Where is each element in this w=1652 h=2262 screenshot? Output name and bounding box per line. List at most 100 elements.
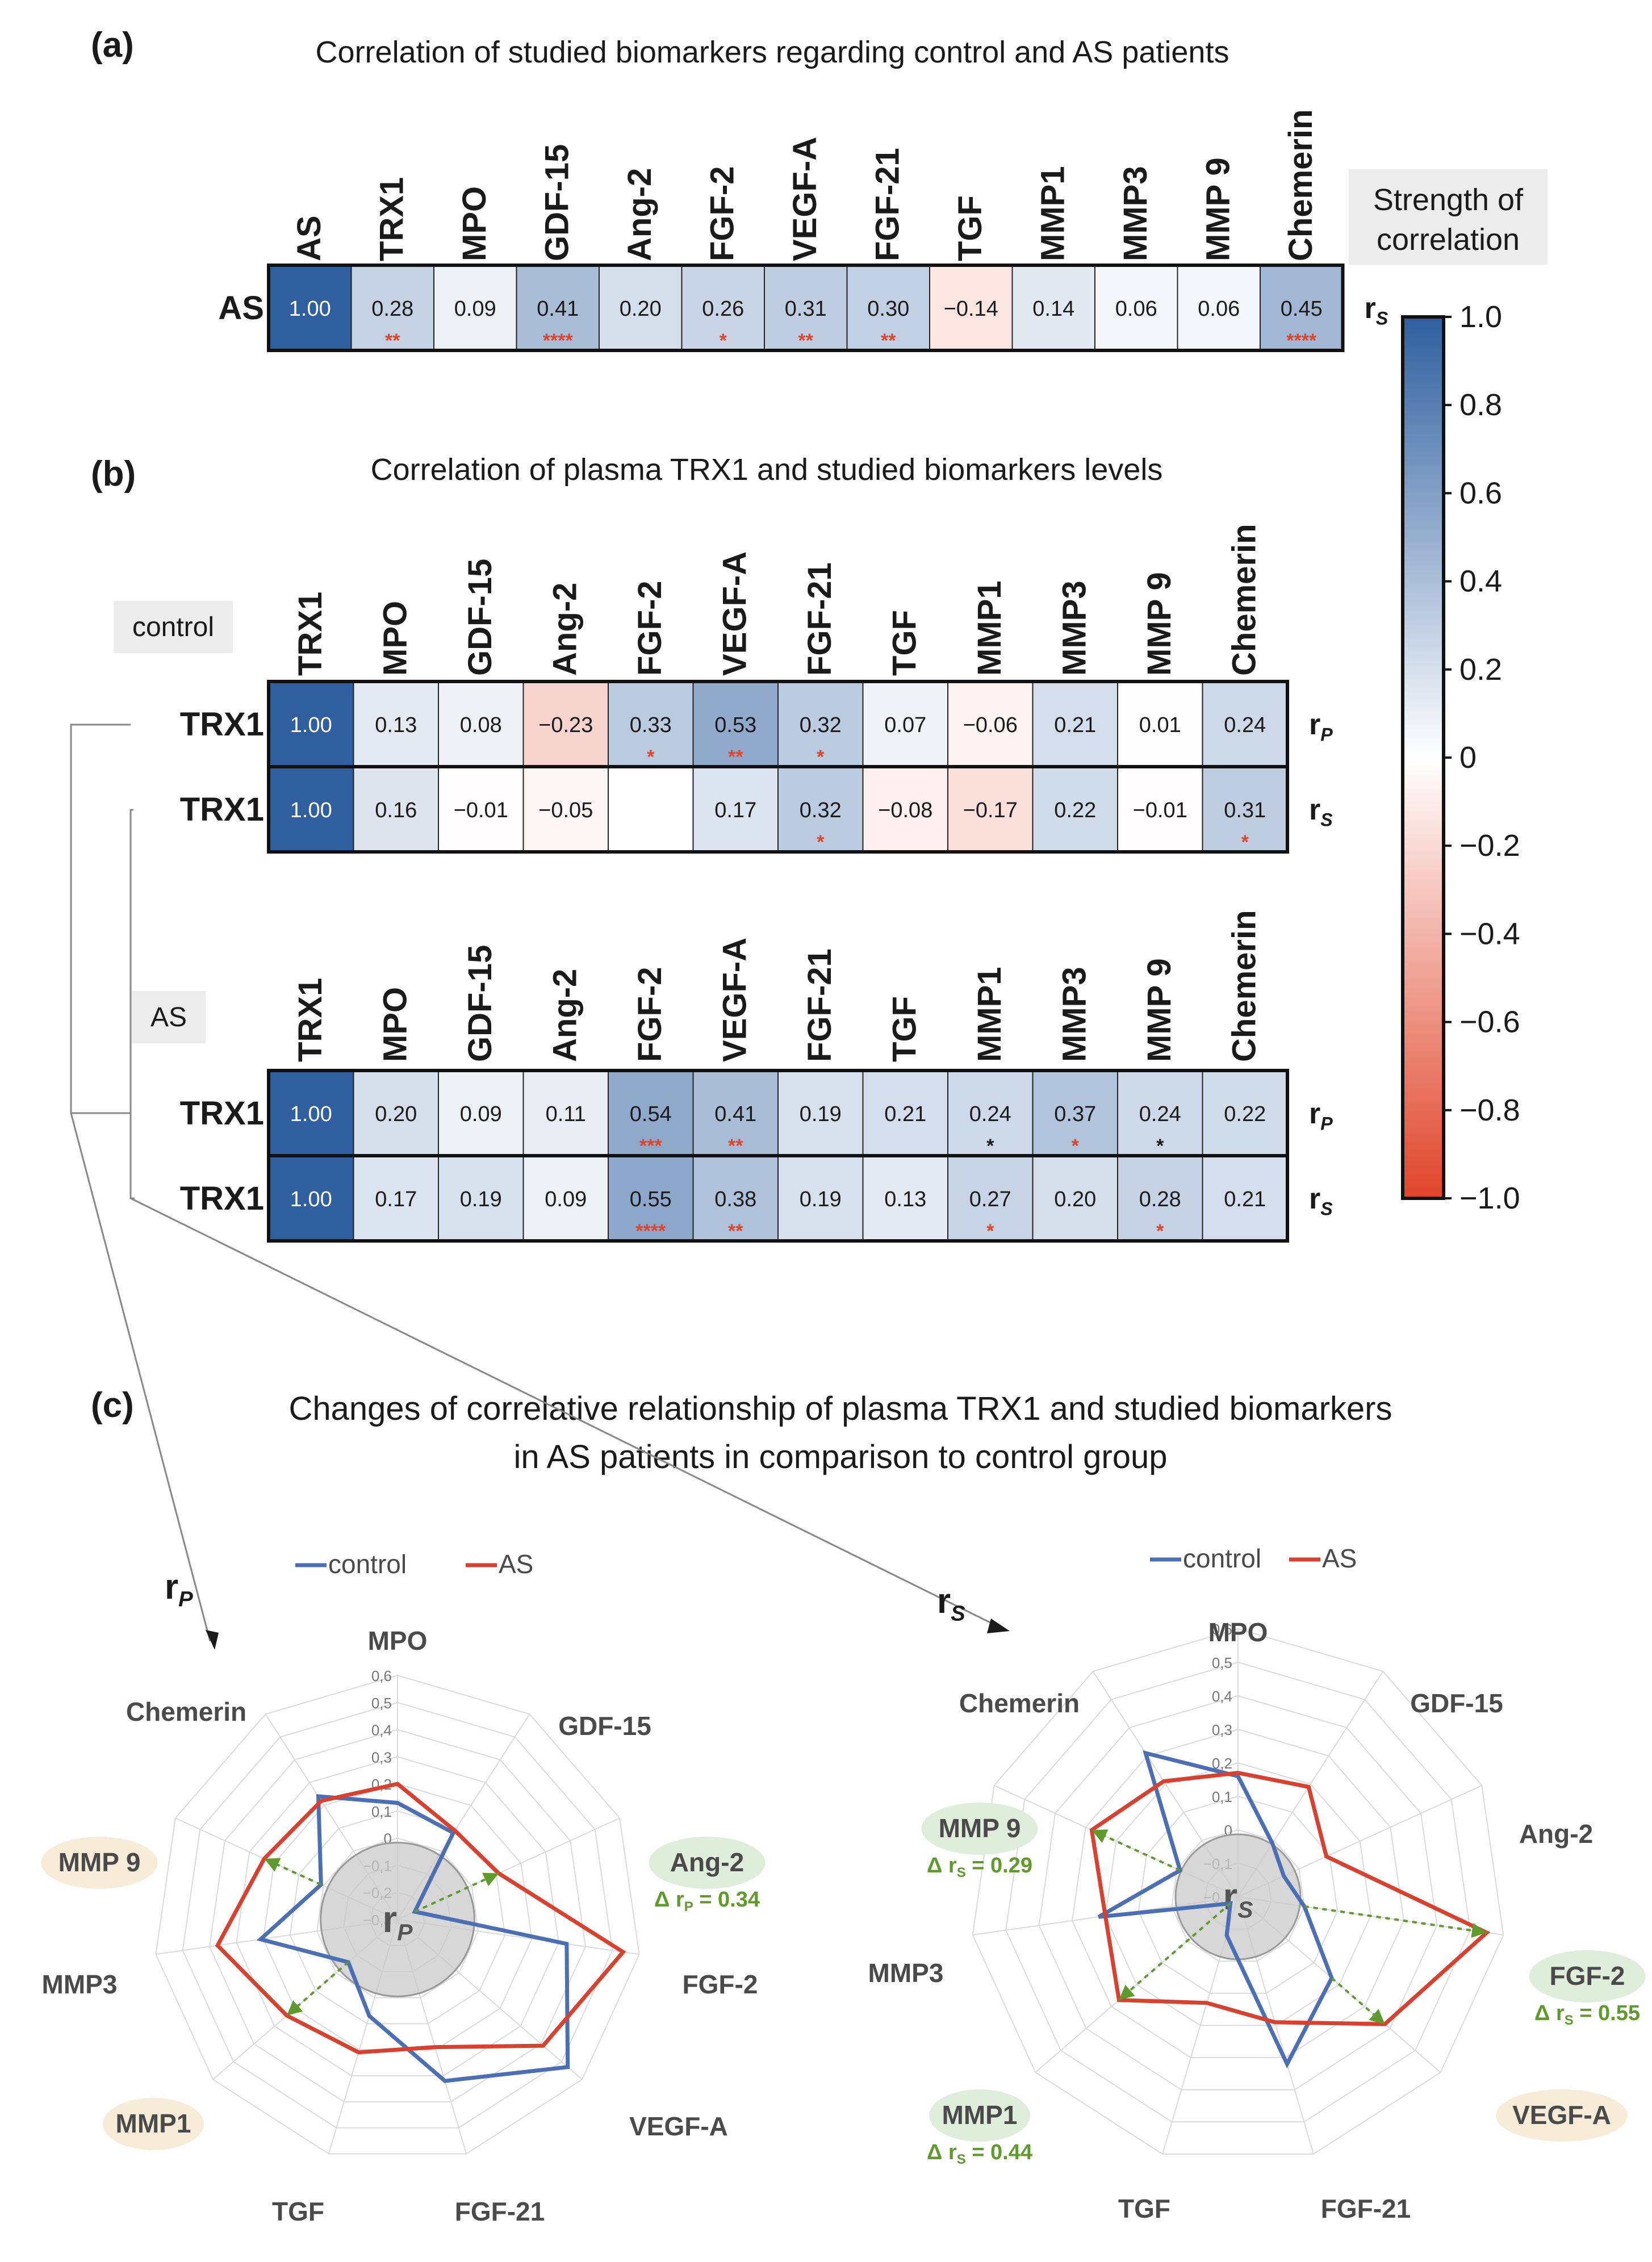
- column-header-as: AS: [291, 215, 328, 261]
- heatmap-cell: [608, 766, 694, 852]
- delta-arrow-fgf-2: [1304, 1905, 1487, 1934]
- radar-stat-heading-rp-sub: P: [178, 1587, 193, 1612]
- row-label-trx1: TRX1: [180, 791, 264, 828]
- radar-tick-label: 0,6: [1212, 1621, 1232, 1638]
- column-header-mmp1: MMP1: [971, 580, 1008, 676]
- cell-value: −0.06: [963, 713, 1018, 737]
- radar-tick-label: 0,1: [371, 1803, 392, 1820]
- cell-value: 1.00: [289, 297, 331, 321]
- delta-value: = 0.34: [693, 1888, 760, 1912]
- heatmap-row-border: [267, 765, 1289, 854]
- cell-value: 0.20: [1054, 1188, 1096, 1211]
- cell-value: 0.32: [800, 713, 842, 737]
- cell-value: 0.45: [1281, 297, 1323, 321]
- radar-series-as: [1089, 1771, 1491, 2026]
- delta-arrow-ang-2: [414, 1872, 500, 1913]
- cell-value: 0.19: [800, 1102, 842, 1126]
- cell-value: 0.21: [1054, 713, 1096, 737]
- cell-value: 0.17: [714, 798, 756, 822]
- column-header-ang-2: Ang-2: [546, 583, 583, 676]
- heatmap-cell: [599, 265, 683, 351]
- radar-grid-ring: [236, 1756, 559, 2077]
- heatmap-cell: [1011, 265, 1095, 351]
- colorbar-tick-label: 0.2: [1459, 653, 1502, 687]
- cell-value: 0.41: [714, 1102, 756, 1126]
- row-stat-label-rs-main: r: [1365, 292, 1376, 325]
- row-stat-label-rs: rS: [1309, 793, 1333, 830]
- axis-highlight-mmp-9: [921, 1803, 1038, 1855]
- cell-value: 0.07: [884, 713, 926, 737]
- column-header-trx1: TRX1: [292, 978, 329, 1062]
- heatmap-cell: [350, 265, 434, 351]
- radar-tick-label: 0,1: [1212, 1788, 1232, 1805]
- cell-value: 1.00: [290, 713, 332, 737]
- significance-stars: **: [881, 330, 896, 352]
- delta-annotation-mmp1: Δ rS = 0.44: [927, 2140, 1032, 2167]
- radar-tick-label: 0,5: [1212, 1654, 1232, 1671]
- significance-stars: **: [728, 1220, 743, 1242]
- significance-stars: *: [817, 746, 825, 768]
- cell-value: 0.53: [714, 713, 756, 737]
- radar-grid-ring: [1005, 1661, 1471, 2123]
- delta-arrow-mmp1: [1118, 1903, 1231, 2001]
- delta-annotation-fgf-2: Δ rS = 0.55: [1534, 2001, 1640, 2028]
- axis-highlight-fgf-2: [1529, 1950, 1646, 2002]
- heatmap-cell: [1117, 1155, 1203, 1241]
- colorbar-tick-label: −0.4: [1459, 917, 1520, 951]
- radar-axis-label-vegf-a: VEGF-A: [629, 2112, 728, 2141]
- delta-sub: S: [957, 2152, 966, 2167]
- radar-axis-label-fgf-21: FGF-21: [455, 2197, 545, 2226]
- row-stat-label-rs-main: r: [1309, 1182, 1320, 1215]
- radar-axis-label-gdf-15: GDF-15: [1410, 1688, 1503, 1718]
- radar-tick-label: 0,4: [1212, 1688, 1232, 1705]
- cell-value: 0.09: [454, 297, 496, 321]
- cell-value: 0.30: [867, 297, 909, 321]
- colorbar: [1401, 315, 1445, 1200]
- significance-stars: *: [1156, 1220, 1164, 1242]
- delta-symbol: Δ r: [927, 1854, 957, 1878]
- cell-value: 0.13: [375, 713, 417, 737]
- heatmap-row-border: [267, 1154, 1289, 1243]
- cell-value: 0.24: [1224, 713, 1266, 737]
- heatmap-cell: [846, 265, 930, 351]
- heatmap-cell: [353, 681, 439, 767]
- cell-value: 0.31: [1224, 798, 1266, 822]
- panel-label-b: (b): [91, 454, 136, 494]
- cell-value: 0.20: [620, 297, 662, 321]
- legend-label-control: control: [1183, 1544, 1261, 1573]
- cell-value: 0.37: [1054, 1102, 1096, 1126]
- cell-value: 0.06: [1198, 297, 1240, 321]
- cell-value: 0.54: [630, 1102, 672, 1126]
- panel-title-b: Correlation of plasma TRX1 and studied b…: [371, 453, 1163, 487]
- heatmap-cell: [1177, 265, 1261, 351]
- radar-series-control: [1097, 1750, 1334, 2069]
- cell-value: 0.41: [537, 297, 579, 321]
- cell-value: 0.09: [545, 1188, 587, 1211]
- row-label-as: AS: [218, 290, 264, 327]
- group-label-as: AS: [150, 1002, 187, 1032]
- delta-arrowhead: [1091, 1829, 1109, 1843]
- column-header-vegf-a: VEGF-A: [787, 137, 823, 261]
- colorbar-tick-label: 0.8: [1459, 388, 1502, 422]
- significance-stars: ****: [635, 1220, 666, 1242]
- cell-value: 0.17: [375, 1188, 417, 1211]
- heatmap-cell: [438, 1070, 524, 1156]
- cell-value: 0.26: [702, 297, 744, 321]
- cell-value: 0.38: [714, 1188, 756, 1211]
- row-stat-label-rp: rP: [1309, 1097, 1333, 1134]
- row-stat-label-rp: rP: [1309, 708, 1333, 745]
- significance-stars: **: [385, 330, 400, 352]
- legend-label-as: AS: [1322, 1544, 1357, 1573]
- column-header-tgf: TGF: [886, 996, 923, 1062]
- delta-symbol: Δ r: [927, 2140, 957, 2164]
- delta-arrowhead: [1369, 2009, 1385, 2025]
- radar-tick-label: 0,3: [371, 1749, 392, 1766]
- row-stat-label-rs: rS: [1365, 292, 1388, 328]
- delta-arrowhead: [482, 1872, 499, 1887]
- delta-arrow-mmp-9: [264, 1858, 322, 1886]
- cell-value: 0.27: [969, 1188, 1011, 1211]
- column-header-fgf-21: FGF-21: [801, 948, 838, 1062]
- axis-highlight-ang-2: [649, 1837, 766, 1889]
- radar-axis-label-mmp1: MMP1: [942, 2100, 1018, 2130]
- significance-stars: *: [647, 746, 655, 768]
